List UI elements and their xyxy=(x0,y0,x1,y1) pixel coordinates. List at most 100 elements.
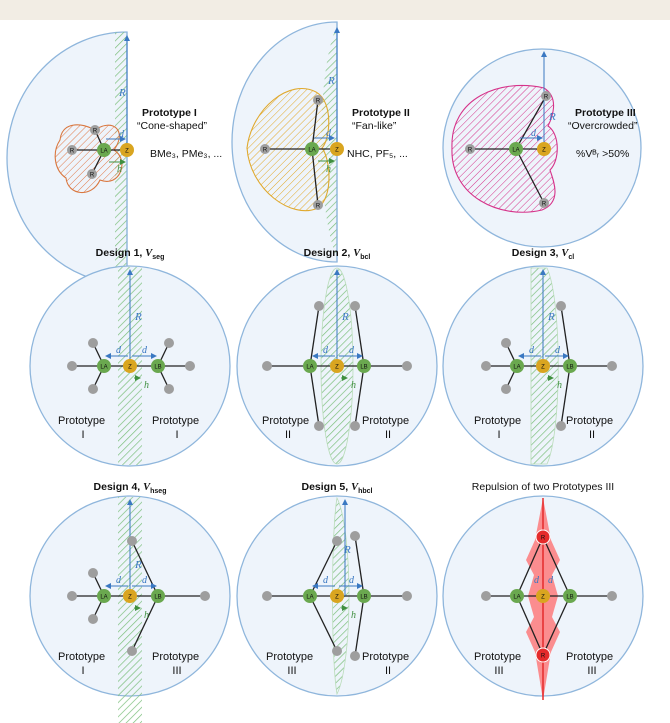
distance-label: d xyxy=(142,345,148,356)
design-1-panel: Design 1, Vseg R d d h LA Z LB Prototype… xyxy=(29,247,231,467)
r-atom: R xyxy=(93,129,98,135)
distance-label: d xyxy=(326,128,332,139)
design-5-title: Design 5, Vhbcl xyxy=(301,481,372,495)
la-atom: LA xyxy=(100,149,107,155)
r-atom: R xyxy=(541,536,546,542)
design-3-title: Design 3, Vcl xyxy=(512,247,575,261)
z-atom: Z xyxy=(128,595,132,601)
z-atom: Z xyxy=(335,365,339,371)
design-1-title: Design 1, Vseg xyxy=(96,247,165,261)
distance-label: d xyxy=(142,575,148,586)
z-atom: Z xyxy=(335,595,339,601)
r-atom: R xyxy=(542,202,547,208)
radius-label: R xyxy=(118,87,126,99)
prototype-2-panel: R d h R R R LA Z Prototype II “Fan-like”… xyxy=(231,21,410,263)
right-prototype-number: II xyxy=(589,429,595,441)
distance-label: d xyxy=(119,129,125,140)
r-atom: R xyxy=(90,173,95,179)
r-atom: R xyxy=(544,95,549,101)
left-prototype-label: Prototype xyxy=(474,415,521,427)
r-atom: R xyxy=(316,99,321,105)
height-label: h xyxy=(144,380,149,391)
prototype-2-title: Prototype II xyxy=(352,107,410,119)
right-prototype-number: III xyxy=(172,665,181,677)
prototype-1-examples: BMe₃, PMe₃, ... xyxy=(150,148,222,160)
r-atom: R xyxy=(70,149,75,155)
distance-label: d xyxy=(531,128,537,139)
r-atom: R xyxy=(263,148,268,154)
distance-label: d xyxy=(116,575,122,586)
right-prototype-number: I xyxy=(175,429,178,441)
la-atom: LA xyxy=(306,365,313,371)
left-prototype-number: III xyxy=(494,665,503,677)
distance-label: d xyxy=(548,575,554,586)
prototype-2-examples: NHC, PF₅, ... xyxy=(347,148,408,160)
height-label: h xyxy=(351,610,356,621)
la-atom: LA xyxy=(512,148,519,154)
right-prototype-label: Prototype xyxy=(362,651,409,663)
lb-atom: LB xyxy=(566,595,573,601)
z-atom: Z xyxy=(542,148,546,154)
lb-atom: LB xyxy=(360,365,367,371)
repulsion-title: Repulsion of two Prototypes III xyxy=(472,481,614,493)
la-atom: LA xyxy=(513,595,520,601)
distance-label: d xyxy=(529,345,535,356)
design-2-panel: Design 2, Vbcl R d d h LA Z LB Prototype… xyxy=(236,247,438,467)
prototype-1-panel: R d h R R R LA Z Prototype I “Cone-shape… xyxy=(6,31,222,285)
radius-label: R xyxy=(134,311,142,323)
lb-atom: LB xyxy=(154,365,161,371)
radius-label: R xyxy=(547,311,555,323)
design-5-panel: Design 5, Vhbcl R d d h LA Z LB Prototyp… xyxy=(236,481,438,697)
right-prototype-label: Prototype xyxy=(362,415,409,427)
left-prototype-label: Prototype xyxy=(266,651,313,663)
distance-label: d xyxy=(555,345,561,356)
repulsion-panel: Repulsion of two Prototypes III d d R R … xyxy=(442,481,644,700)
top-band xyxy=(0,0,670,20)
distance-label: d xyxy=(323,575,329,586)
distance-label: d xyxy=(534,575,540,586)
right-prototype-label: Prototype xyxy=(566,651,613,663)
radius-label: R xyxy=(548,111,556,123)
right-prototype-label: Prototype xyxy=(152,651,199,663)
r-atom: R xyxy=(468,148,473,154)
r-atom: R xyxy=(316,204,321,210)
prototype-3-title: Prototype III xyxy=(575,107,636,119)
prototype-3-shape: “Overcrowded” xyxy=(568,120,638,132)
prototype-2-shape: “Fan-like” xyxy=(352,120,397,132)
right-prototype-number: II xyxy=(385,429,391,441)
right-prototype-label: Prototype xyxy=(152,415,199,427)
left-prototype-number: II xyxy=(285,429,291,441)
la-atom: LA xyxy=(100,595,107,601)
distance-label: d xyxy=(349,345,355,356)
prototype-3-panel: R d R R R LA Z Prototype III “Overcrowde… xyxy=(442,48,642,248)
z-atom: Z xyxy=(541,595,545,601)
design-4-panel: Design 4, Vhseg R d d h LA Z LB Prototyp… xyxy=(29,481,231,723)
la-atom: LA xyxy=(513,365,520,371)
design-3-panel: Design 3, Vcl R d d h LA Z LB Prototype … xyxy=(442,247,644,467)
z-atom: Z xyxy=(335,148,339,154)
radius-label: R xyxy=(343,544,351,556)
left-prototype-label: Prototype xyxy=(474,651,521,663)
lb-atom: LB xyxy=(154,595,161,601)
left-prototype-label: Prototype xyxy=(262,415,309,427)
distance-label: d xyxy=(323,345,329,356)
left-prototype-label: Prototype xyxy=(58,651,105,663)
left-prototype-number: I xyxy=(81,429,84,441)
radius-label: R xyxy=(341,311,349,323)
height-label: h xyxy=(144,610,149,621)
radius-label: R xyxy=(134,559,142,571)
design-4-title: Design 4, Vhseg xyxy=(94,481,167,495)
height-label: h xyxy=(351,380,356,391)
la-atom: LA xyxy=(306,595,313,601)
prototype-1-shape: “Cone-shaped” xyxy=(137,120,208,132)
height-label: h xyxy=(326,164,331,175)
prototype-3-examples: %Vᴮᵣ >50% xyxy=(576,148,629,160)
left-prototype-label: Prototype xyxy=(58,415,105,427)
lb-atom: LB xyxy=(360,595,367,601)
right-prototype-label: Prototype xyxy=(566,415,613,427)
radius-label: R xyxy=(327,75,335,87)
la-atom: LA xyxy=(100,365,107,371)
height-label: h xyxy=(117,164,122,175)
height-label: h xyxy=(557,380,562,391)
z-atom: Z xyxy=(128,365,132,371)
